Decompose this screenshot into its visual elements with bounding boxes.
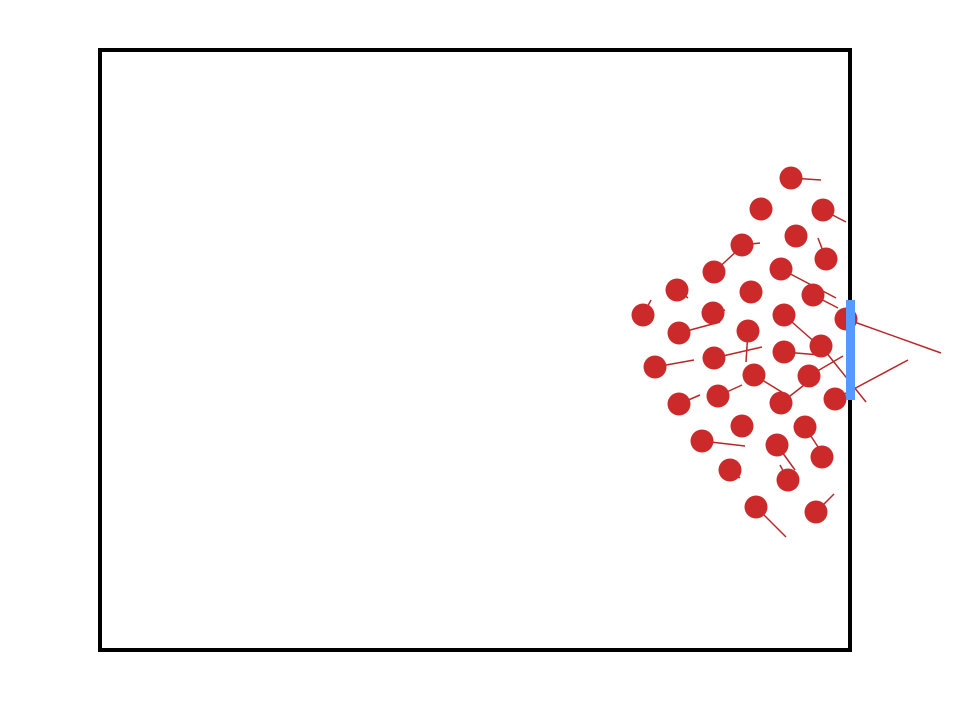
piston-gate — [846, 300, 855, 400]
particle — [702, 260, 726, 284]
velocity-vector — [845, 318, 942, 354]
particle — [769, 391, 793, 415]
particle — [718, 458, 742, 482]
particle — [811, 198, 835, 222]
particle — [665, 278, 689, 302]
particle — [667, 392, 691, 416]
particle — [742, 363, 766, 387]
particle — [779, 166, 803, 190]
particle — [810, 445, 834, 469]
particle — [690, 429, 714, 453]
particle — [730, 233, 754, 257]
particle — [772, 340, 796, 364]
particle — [702, 346, 726, 370]
particle — [643, 355, 667, 379]
particle — [667, 321, 691, 345]
particle — [793, 415, 817, 439]
particle — [701, 301, 725, 325]
particles — [631, 166, 942, 538]
particle — [784, 224, 808, 248]
particle — [804, 500, 828, 524]
particle — [769, 257, 793, 281]
particle — [823, 387, 847, 411]
particle — [772, 303, 796, 327]
particle — [739, 280, 763, 304]
particle — [797, 364, 821, 388]
particle — [814, 247, 838, 271]
particle — [776, 468, 800, 492]
particle — [765, 433, 789, 457]
particle — [730, 414, 754, 438]
particle — [809, 334, 833, 358]
particle — [631, 303, 655, 327]
particle — [736, 319, 760, 343]
particle — [744, 495, 768, 519]
velocity-vector — [820, 345, 867, 403]
particle — [706, 384, 730, 408]
particle — [801, 283, 825, 307]
particle — [749, 197, 773, 221]
